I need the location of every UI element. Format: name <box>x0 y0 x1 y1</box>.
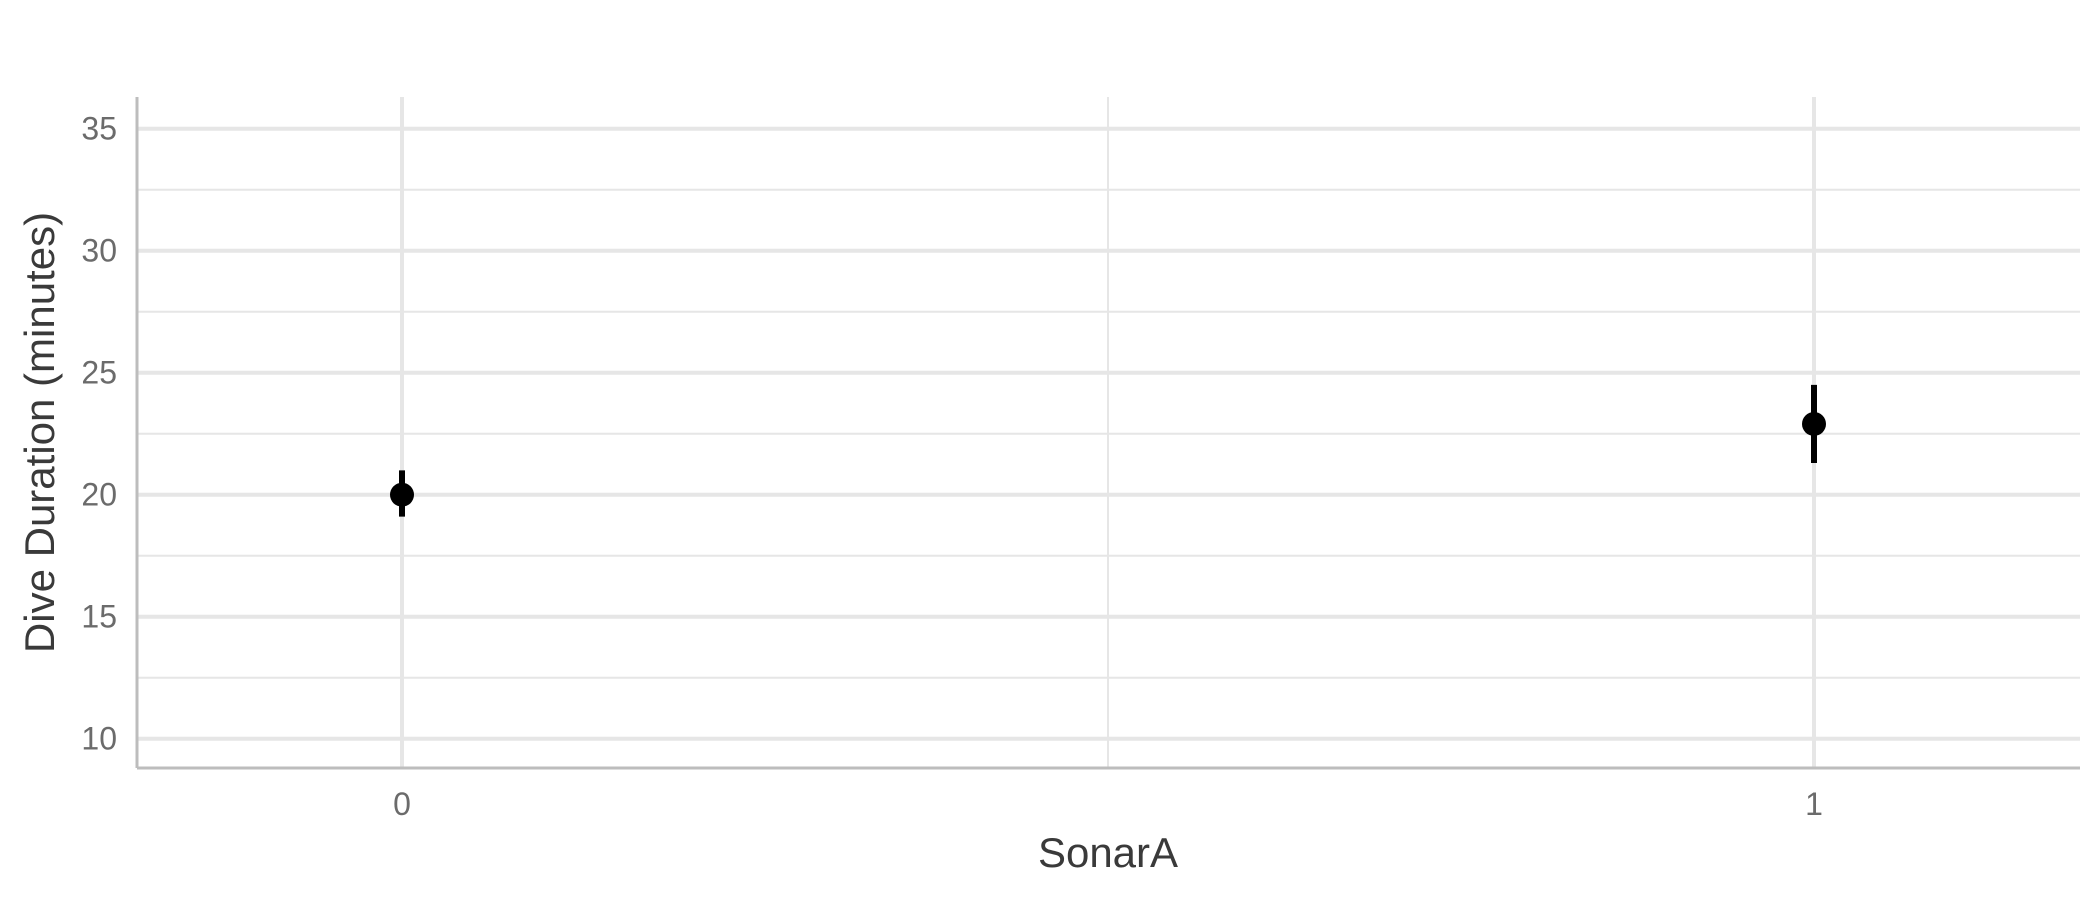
y-tick-label: 30 <box>81 233 117 269</box>
y-axis-title: Dive Duration (minutes) <box>16 212 63 653</box>
axes <box>135 97 2080 770</box>
y-tick-label: 15 <box>81 599 117 635</box>
y-tick-label: 35 <box>81 111 117 147</box>
data-marks <box>390 384 1826 517</box>
y-tick-label: 10 <box>81 721 117 757</box>
x-tick-label: 1 <box>1805 786 1823 822</box>
y-tick-labels: 10 15 20 25 30 35 <box>81 111 117 757</box>
grid-minor <box>137 97 2080 768</box>
data-point <box>390 482 414 507</box>
data-point <box>1802 411 1826 436</box>
y-tick-label: 20 <box>81 477 117 513</box>
x-axis-title: SonarA <box>1038 829 1178 876</box>
x-tick-label: 0 <box>393 786 411 822</box>
y-tick-label: 25 <box>81 355 117 391</box>
